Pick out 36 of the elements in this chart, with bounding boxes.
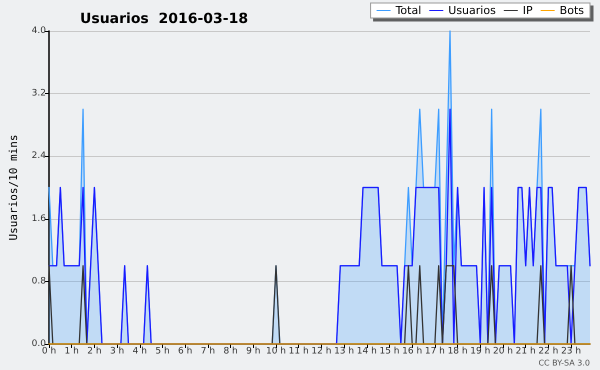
x-tick-label: 4 h xyxy=(132,346,147,356)
x-tick-label: 10 h xyxy=(266,346,286,356)
y-tick-label: 4.0 xyxy=(32,26,46,36)
x-tick-label: 21 h xyxy=(516,346,536,356)
x-tick-label: 7 h xyxy=(200,346,216,356)
x-tick-label: 12 h xyxy=(311,346,332,356)
x-tick-label: 23 h xyxy=(561,346,582,356)
legend-label: Usuarios xyxy=(448,4,496,17)
legend-label: IP xyxy=(522,4,534,17)
x-tick-label: 6 h xyxy=(178,346,192,356)
x-tick-label: 11 h xyxy=(288,346,309,356)
y-tick-label: 1.6 xyxy=(32,214,46,224)
text: CC BY-SA 3.0 xyxy=(538,358,590,368)
x-tick-label: 2 h xyxy=(87,346,102,356)
legend-label: Bots xyxy=(560,4,584,17)
y-axis-title: Usuarios/10 mins xyxy=(7,134,20,240)
x-tick-label: 13 h xyxy=(334,346,354,356)
y-tick-label: 0.8 xyxy=(32,276,46,286)
y-tick-label: 3.2 xyxy=(32,88,46,99)
legend-label: Total xyxy=(394,4,422,17)
x-tick-label: 5 h xyxy=(155,346,170,356)
x-tick-label: 15 h xyxy=(379,346,400,356)
x-tick-label: 22 h xyxy=(538,346,558,356)
x-tick-label: 19 h xyxy=(470,346,490,356)
x-tick-label: 9 h xyxy=(246,346,260,356)
x-tick-label: 17 h xyxy=(424,346,445,356)
x-tick-label: 18 h xyxy=(448,346,468,356)
x-tick-label: 20 h xyxy=(492,346,513,356)
x-tick-label: 0 h xyxy=(42,346,56,356)
chart-title: Usuarios 2016-03-18 xyxy=(80,11,248,27)
x-tick-label: 14 h xyxy=(356,346,377,356)
x-tick-label: 8 h xyxy=(223,346,238,356)
x-tick-label: 16 h xyxy=(402,346,422,356)
x-tick-label: 1 h xyxy=(64,346,79,356)
y-tick-label: 2.4 xyxy=(32,151,46,162)
x-tick-label: 3 h xyxy=(110,346,124,356)
